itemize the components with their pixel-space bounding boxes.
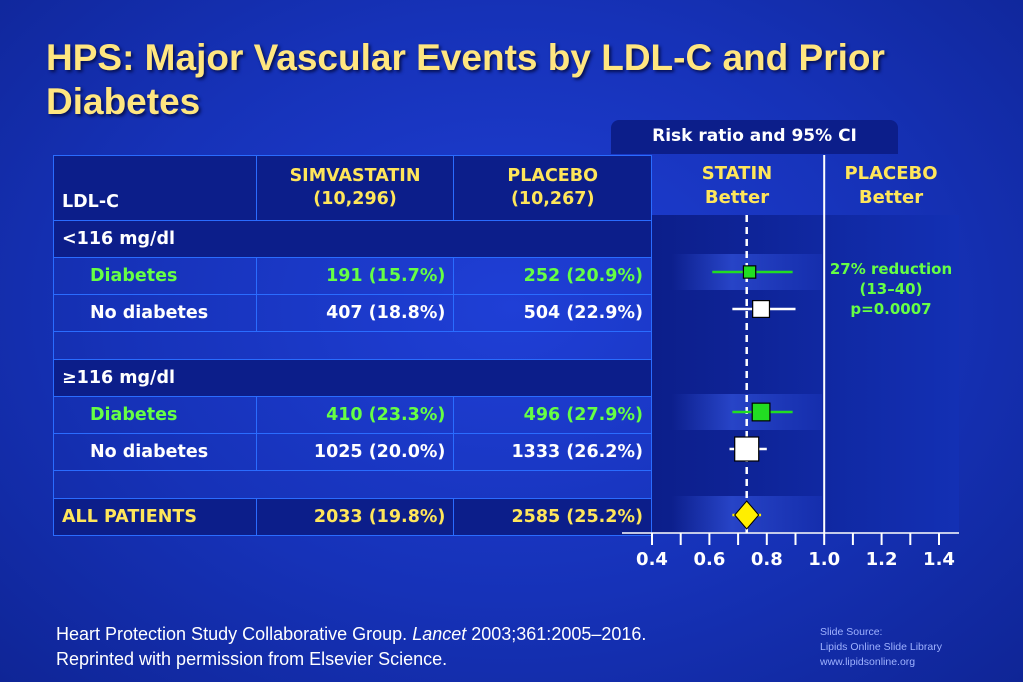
placebo-cell: 2585 (25.2%) <box>453 498 652 536</box>
x-tick-label: 1.0 <box>808 549 840 570</box>
statin-better-line1: STATIN <box>701 163 773 184</box>
placebo-cell: 496 (27.9%) <box>453 396 652 434</box>
simvastatin-cell: 410 (23.3%) <box>255 396 455 434</box>
point-estimate-square <box>742 265 757 279</box>
col-header-ldl: LDL-C <box>53 155 257 221</box>
citation-part2: 2003;361:2005–2016. <box>466 624 647 644</box>
row-label: Diabetes <box>53 396 257 434</box>
x-tick-label: 1.4 <box>923 549 955 570</box>
row-label: No diabetes <box>53 294 257 332</box>
table-spacer-row <box>53 331 652 360</box>
group-label: ≥116 mg/dl <box>53 359 652 397</box>
simvastatin-cell: 2033 (19.8%) <box>255 498 455 536</box>
point-estimate-square <box>734 436 760 462</box>
col-header-placebo-n: (10,267) <box>510 189 595 209</box>
placebo-better-line1: PLACEBO <box>844 163 938 184</box>
results-table: LDL-C SIMVASTATIN (10,296) PLACEBO (10,2… <box>53 155 652 536</box>
placebo-better-line2: Better <box>858 187 924 208</box>
table-row: No diabetes 1025 (20.0%) 1333 (26.2%) <box>53 433 652 471</box>
table-row: No diabetes 407 (18.8%) 504 (22.9%) <box>53 294 652 332</box>
slide-title: HPS: Major Vascular Events by LDL-C and … <box>46 37 885 122</box>
simvastatin-cell: 191 (15.7%) <box>255 257 455 295</box>
col-header-placebo-name: PLACEBO <box>507 166 598 186</box>
simvastatin-cell: 1025 (20.0%) <box>255 433 455 471</box>
annotation-line3: p=0.0007 <box>850 300 932 318</box>
slide-source-line3: www.lipidsonline.org <box>820 656 916 668</box>
annotation-line2: (13–40) <box>859 280 923 298</box>
forest-plot: 0.4 0.6 0.8 1.0 1.2 1.4 <box>622 155 959 570</box>
statin-better-header: STATIN Better <box>652 155 822 213</box>
table-row: ALL PATIENTS 2033 (19.8%) 2585 (25.2%) <box>53 498 652 536</box>
table-row: ≥116 mg/dl <box>53 359 652 397</box>
table-row: Diabetes 410 (23.3%) 496 (27.9%) <box>53 396 652 434</box>
simvastatin-cell: 407 (18.8%) <box>255 294 455 332</box>
citation-line2: Reprinted with permission from Elsevier … <box>56 649 448 669</box>
col-header-simvastatin-n: (10,296) <box>313 189 397 209</box>
row-label: No diabetes <box>53 433 257 471</box>
group-label: <116 mg/dl <box>53 220 652 258</box>
pooled-estimate-diamond <box>734 500 760 530</box>
col-header-simvastatin-name: SIMVASTATIN <box>289 166 421 186</box>
placebo-better-header: PLACEBO Better <box>824 155 958 213</box>
annotation-line1: 27% reduction <box>829 260 953 278</box>
table-spacer-row <box>53 470 652 499</box>
slide-source-line2: Lipids Online Slide Library <box>820 641 942 653</box>
placebo-cell: 1333 (26.2%) <box>453 433 652 471</box>
x-tick-label: 0.4 <box>636 549 668 570</box>
row-label: Diabetes <box>53 257 257 295</box>
table-row: <116 mg/dl <box>53 220 652 258</box>
col-header-placebo: PLACEBO (10,267) <box>453 155 652 221</box>
point-estimate-square <box>752 300 771 319</box>
slide-source: Slide Source: Lipids Online Slide Librar… <box>820 625 942 670</box>
table-row: Diabetes 191 (15.7%) 252 (20.9%) <box>53 257 652 295</box>
col-header-simvastatin: SIMVASTATIN (10,296) <box>255 155 455 221</box>
placebo-cell: 504 (22.9%) <box>453 294 652 332</box>
reduction-annotation: 27% reduction (13–40) p=0.0007 <box>826 259 956 319</box>
placebo-cell: 252 (20.9%) <box>453 257 652 295</box>
table-header-row: LDL-C SIMVASTATIN (10,296) PLACEBO (10,2… <box>53 155 652 221</box>
citation: Heart Protection Study Collaborative Gro… <box>56 622 646 672</box>
point-estimate-square <box>751 402 771 422</box>
citation-part1: Heart Protection Study Collaborative Gro… <box>56 624 413 644</box>
x-tick-label: 0.8 <box>751 549 783 570</box>
statin-better-line2: Better <box>704 187 770 208</box>
slide-source-line1: Slide Source: <box>820 626 883 638</box>
citation-journal: Lancet <box>412 624 467 644</box>
x-tick-label: 0.6 <box>693 549 725 570</box>
x-tick-label: 1.2 <box>866 549 898 570</box>
row-label: ALL PATIENTS <box>53 498 257 536</box>
ci-header: Risk ratio and 95% CI <box>611 120 898 154</box>
